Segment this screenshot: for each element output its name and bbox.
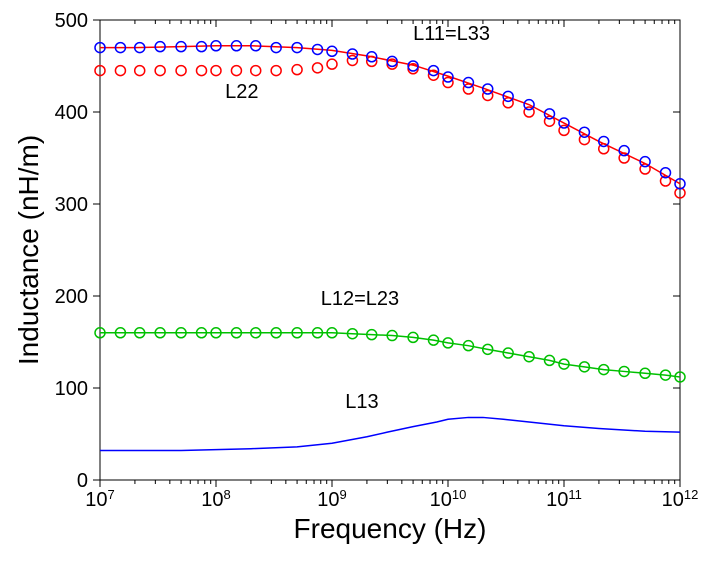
- series-marker-l22: [292, 65, 302, 75]
- x-tick-label: 1010: [430, 487, 467, 512]
- annotation-L13: L13: [345, 391, 378, 413]
- series-line-l13-line: [100, 417, 680, 450]
- y-tick-label: 100: [55, 378, 88, 400]
- x-tick-label: 109: [317, 487, 346, 512]
- y-tick-label: 200: [55, 286, 88, 308]
- series-marker-l22: [211, 66, 221, 76]
- series-marker-l22: [197, 66, 207, 76]
- series-marker-l22: [251, 66, 261, 76]
- annotation-L12L23: L12=L23: [321, 288, 399, 310]
- x-tick-label: 1011: [546, 487, 582, 512]
- chart-container: 107 108 109 1010 1011 1012 0 100 200 300 400 500 Fre…: [0, 0, 704, 565]
- x-tick-label: 108: [201, 487, 230, 512]
- annotation-L22: L22: [225, 81, 258, 103]
- series-marker-l22: [176, 66, 186, 76]
- x-tick-label: 107: [85, 487, 114, 512]
- y-tick-label: 300: [55, 194, 88, 216]
- series-marker-l22: [271, 66, 281, 76]
- series-marker-l22: [115, 66, 125, 76]
- y-axis-title: Inductance (nH/m): [13, 135, 44, 365]
- series-marker-l22: [313, 63, 323, 73]
- x-tick-label: 1012: [662, 487, 699, 512]
- y-tick-label: 0: [77, 470, 88, 492]
- series-marker-l22: [135, 66, 145, 76]
- series-marker-l22: [231, 66, 241, 76]
- y-tick-label: 400: [55, 102, 88, 124]
- series-marker-l22: [155, 66, 165, 76]
- inductance-chart: 107 108 109 1010 1011 1012 0 100 200 300 400 500 Fre…: [0, 0, 704, 565]
- annotation-L11L33: L11=L33: [413, 23, 490, 45]
- x-axis-title: Frequency (Hz): [294, 513, 487, 544]
- plot-box: [100, 20, 680, 480]
- series-marker-l22: [327, 59, 337, 69]
- y-tick-label: 500: [55, 10, 88, 32]
